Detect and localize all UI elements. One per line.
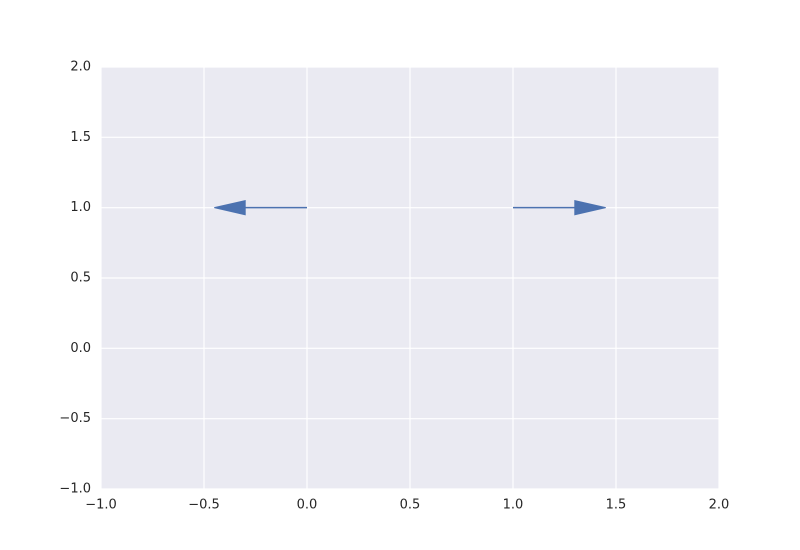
x-tick-label: 1.5 xyxy=(606,498,627,513)
x-tick-label: 2.0 xyxy=(709,498,730,513)
x-tick-label: 1.0 xyxy=(503,498,524,513)
x-tick-label: −0.5 xyxy=(188,498,220,513)
y-tick-label: 0.5 xyxy=(70,271,91,286)
arrow-head xyxy=(574,200,606,216)
x-tick-label: 0.0 xyxy=(297,498,318,513)
y-tick-label: 2.0 xyxy=(70,60,91,75)
y-tick-label: 1.5 xyxy=(70,130,91,145)
arrow-head xyxy=(214,200,246,216)
x-tick-label: 0.5 xyxy=(400,498,421,513)
y-tick-label: 0.0 xyxy=(70,341,91,356)
y-tick-label: −1.0 xyxy=(59,482,91,497)
x-tick-label: −1.0 xyxy=(85,498,117,513)
y-tick-label: −0.5 xyxy=(59,411,91,426)
y-tick-label: 1.0 xyxy=(70,200,91,215)
